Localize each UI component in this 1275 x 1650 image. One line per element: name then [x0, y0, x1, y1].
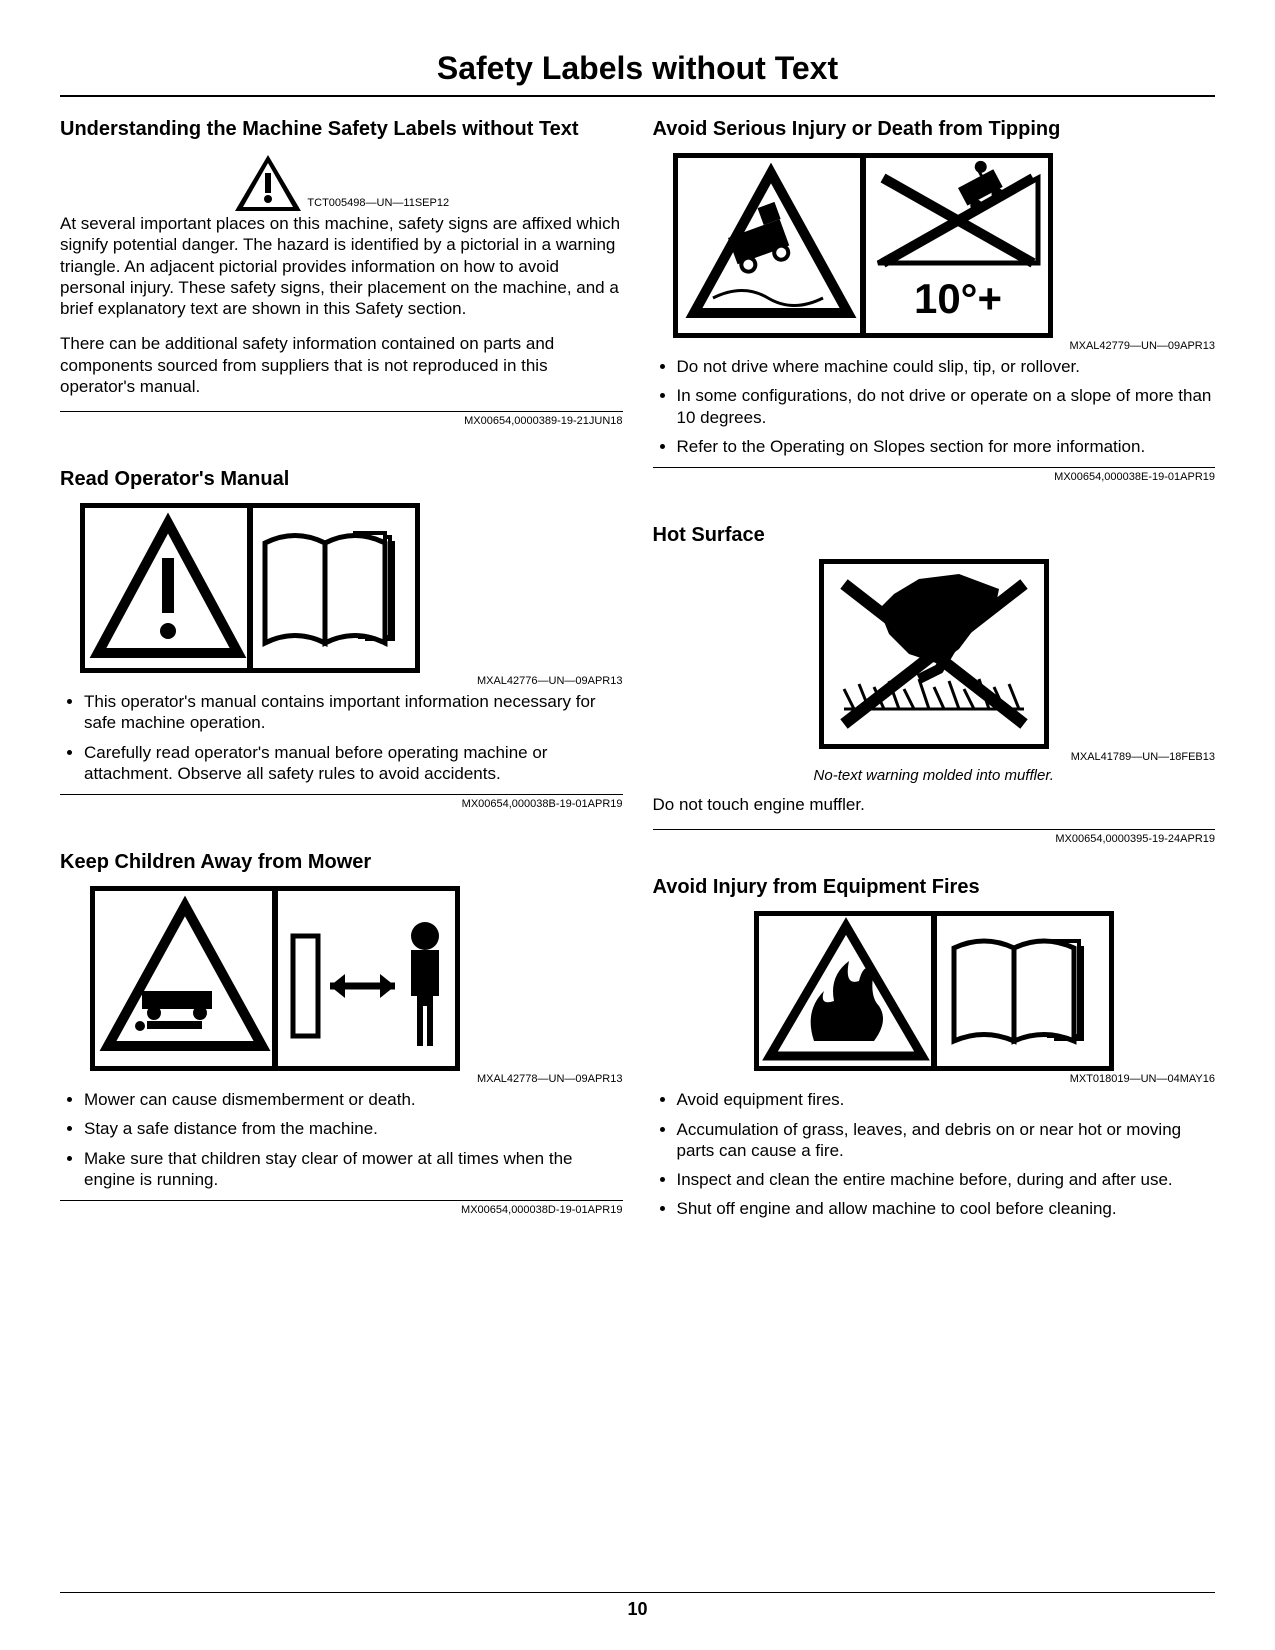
- section-body: Avoid equipment fires. Accumulation of g…: [653, 1089, 1216, 1219]
- section-tipping: Avoid Serious Injury or Death from Tippi…: [653, 117, 1216, 483]
- list-item: Inspect and clean the entire machine bef…: [677, 1169, 1216, 1190]
- paragraph: There can be additional safety informati…: [60, 333, 623, 397]
- paragraph: Do not touch engine muffler.: [653, 794, 1216, 815]
- list-item: Refer to the Operating on Slopes section…: [677, 436, 1216, 457]
- image-code: MXAL41789—UN—18FEB13: [653, 751, 1216, 763]
- list-item: In some configurations, do not drive or …: [677, 385, 1216, 428]
- section-heading: Avoid Injury from Equipment Fires: [653, 875, 1216, 899]
- doc-code: MX00654,000038B-19-01APR19: [60, 794, 623, 810]
- list-item: Accumulation of grass, leaves, and debri…: [677, 1119, 1216, 1162]
- warning-triangle-icon: [233, 153, 303, 213]
- image-caption: No-text warning molded into muffler.: [653, 767, 1216, 784]
- keep-children-label-icon: [90, 886, 460, 1071]
- section-body: This operator's manual contains importan…: [60, 691, 623, 784]
- right-column: Avoid Serious Injury or Death from Tippi…: [653, 117, 1216, 1248]
- read-manual-label-icon: [80, 503, 420, 673]
- doc-code: MX00654,000038E-19-01APR19: [653, 467, 1216, 483]
- left-column: Understanding the Machine Safety Labels …: [60, 117, 623, 1248]
- list-item: Shut off engine and allow machine to coo…: [677, 1198, 1216, 1219]
- image-code: TCT005498—UN—11SEP12: [307, 197, 449, 209]
- image-code: MXAL42779—UN—09APR13: [653, 340, 1216, 352]
- content-columns: Understanding the Machine Safety Labels …: [60, 117, 1215, 1248]
- image-code: MXAL42778—UN—09APR13: [60, 1073, 623, 1085]
- section-read-manual: Read Operator's Manual MXAL42776—: [60, 467, 623, 810]
- doc-code: MX00654,000038D-19-01APR19: [60, 1200, 623, 1216]
- section-heading: Avoid Serious Injury or Death from Tippi…: [653, 117, 1216, 141]
- page-title: Safety Labels without Text: [60, 50, 1215, 97]
- list-item: Mower can cause dismemberment or death.: [84, 1089, 623, 1110]
- doc-code: MX00654,0000389-19-21JUN18: [60, 411, 623, 427]
- fires-label-icon: [754, 911, 1114, 1071]
- section-understanding: Understanding the Machine Safety Labels …: [60, 117, 623, 427]
- hot-surface-label-icon: [819, 559, 1049, 749]
- list-item: Do not drive where machine could slip, t…: [677, 356, 1216, 377]
- image-code: MXT018019—UN—04MAY16: [653, 1073, 1216, 1085]
- section-keep-children: Keep Children Away from Mower: [60, 850, 623, 1216]
- section-hot-surface: Hot Surface MXAL41789—: [653, 523, 1216, 845]
- section-heading: Understanding the Machine Safety Labels …: [60, 117, 623, 141]
- page-number: 10: [60, 1592, 1215, 1620]
- list-item: Avoid equipment fires.: [677, 1089, 1216, 1110]
- section-heading: Hot Surface: [653, 523, 1216, 547]
- section-body: Mower can cause dismemberment or death. …: [60, 1089, 623, 1190]
- svg-text:10°+: 10°+: [913, 275, 1001, 322]
- section-fires: Avoid Injury from Equipment Fires MXT018…: [653, 875, 1216, 1219]
- list-item: Stay a safe distance from the machine.: [84, 1118, 623, 1139]
- tipping-label-icon: 10°+: [673, 153, 1053, 338]
- section-heading: Read Operator's Manual: [60, 467, 623, 491]
- section-body: Do not touch engine muffler.: [653, 794, 1216, 815]
- image-code: MXAL42776—UN—09APR13: [60, 675, 623, 687]
- section-heading: Keep Children Away from Mower: [60, 850, 623, 874]
- doc-code: MX00654,0000395-19-24APR19: [653, 829, 1216, 845]
- list-item: Carefully read operator's manual before …: [84, 742, 623, 785]
- section-body: Do not drive where machine could slip, t…: [653, 356, 1216, 457]
- list-item: Make sure that children stay clear of mo…: [84, 1148, 623, 1191]
- paragraph: At several important places on this mach…: [60, 213, 623, 319]
- list-item: This operator's manual contains importan…: [84, 691, 623, 734]
- section-body: At several important places on this mach…: [60, 213, 623, 397]
